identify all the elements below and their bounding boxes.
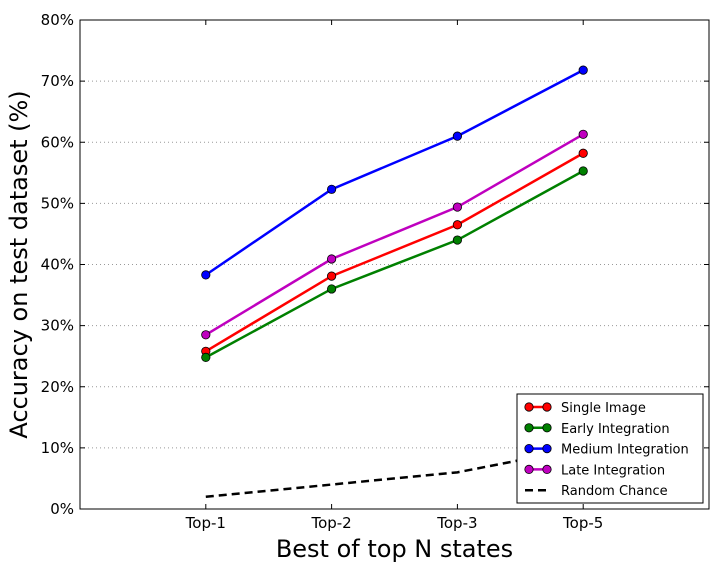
data-point (452, 202, 462, 212)
data-point (201, 330, 211, 340)
y-tick-label: 50% (41, 194, 74, 212)
data-point (578, 129, 588, 139)
series-line (205, 152, 584, 353)
data-point (452, 220, 462, 230)
x-tick-label: Top-1 (185, 514, 226, 532)
series-medium-integration (201, 65, 588, 280)
legend-entry: Early Integration (524, 422, 670, 437)
series-line (205, 133, 584, 336)
legend-entry: Single Image (524, 401, 646, 416)
legend-label: Late Integration (561, 463, 665, 478)
data-point (578, 166, 588, 176)
legend-marker (542, 443, 552, 454)
series-line (205, 69, 584, 276)
y-tick-label: 10% (41, 439, 74, 457)
data-point (326, 284, 337, 294)
grid-lines (80, 80, 709, 449)
legend-entry: Medium Integration (524, 443, 689, 458)
legend-entry: Late Integration (524, 463, 665, 478)
legend-marker (542, 464, 552, 474)
y-tick-label: 20% (41, 378, 74, 396)
legend-entry: Random Chance (525, 484, 668, 499)
y-tick-label: 0% (50, 500, 74, 518)
legend-marker (524, 402, 534, 412)
y-tick-label: 60% (41, 133, 74, 151)
plot-frame (79, 19, 710, 510)
legend-label: Medium Integration (561, 443, 689, 458)
x-axis-label: Best of top N states (276, 535, 513, 563)
x-tick-label: Top-2 (310, 514, 351, 532)
series-line (205, 169, 584, 359)
series-late-integration (201, 129, 588, 340)
axes: 0% 10% 20% 30% 40% 50% 60% 70% 80% Top-1 Top-2 Top-… (41, 11, 710, 532)
data-point (201, 270, 211, 280)
data-point (452, 235, 462, 245)
legend-label: Random Chance (561, 484, 668, 499)
y-tick-label: 70% (41, 72, 74, 90)
data-point (452, 131, 462, 141)
legend-marker (524, 464, 534, 474)
y-tick-label: 80% (41, 11, 74, 29)
legend-label: Single Image (561, 401, 646, 416)
data-point (578, 148, 588, 158)
x-tick-label: Top-5 (562, 514, 603, 532)
y-tick-label: 30% (41, 317, 74, 335)
y-tick-label: 40% (41, 256, 74, 274)
legend-marker (542, 423, 552, 433)
data-point (326, 184, 337, 194)
legend: Single Image Early Integration Medium Inte… (516, 393, 704, 504)
legend-label: Early Integration (561, 422, 670, 437)
series-early-integration (201, 166, 588, 363)
legend-marker (524, 423, 534, 433)
data-point (578, 65, 588, 75)
data-point (326, 271, 337, 281)
data-point (201, 352, 211, 363)
x-tick-label: Top-3 (436, 514, 477, 532)
data-point (326, 254, 337, 264)
y-axis-label: Accuracy on test dataset (%) (5, 90, 33, 438)
series-single-image (201, 148, 588, 356)
legend-marker (542, 402, 552, 412)
legend-marker (524, 443, 534, 454)
